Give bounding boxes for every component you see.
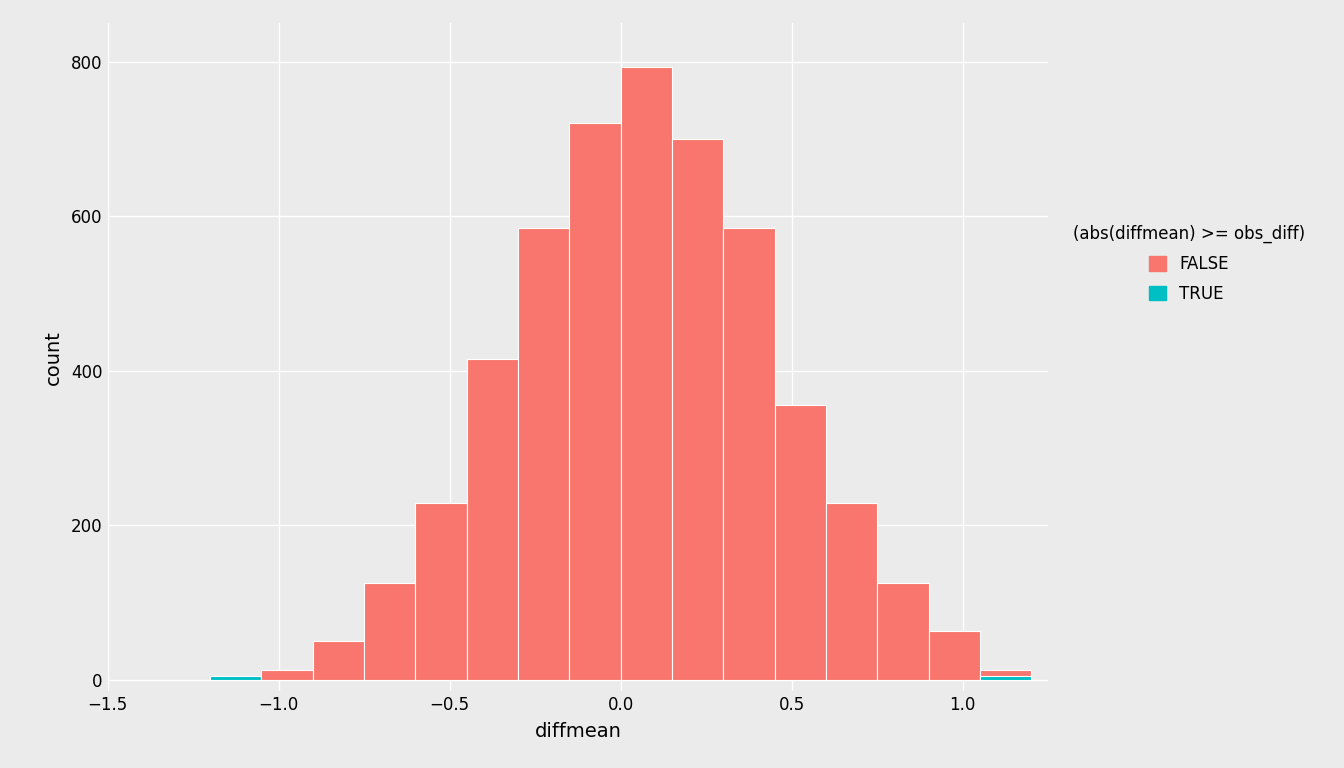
Bar — [313, 641, 364, 680]
Bar — [980, 670, 1031, 680]
Bar — [929, 631, 980, 680]
Bar — [517, 228, 570, 680]
Bar — [415, 504, 466, 680]
X-axis label: diffmean: diffmean — [535, 723, 621, 741]
Bar — [364, 583, 415, 680]
Bar — [723, 228, 774, 680]
Bar — [621, 67, 672, 680]
Bar — [570, 124, 621, 680]
Bar — [878, 583, 929, 680]
Bar — [980, 676, 1031, 680]
Legend: FALSE, TRUE: FALSE, TRUE — [1066, 218, 1312, 310]
Bar — [210, 676, 262, 680]
Bar — [210, 677, 262, 680]
Y-axis label: count: count — [44, 329, 63, 385]
Bar — [672, 139, 723, 680]
Bar — [827, 504, 878, 680]
Bar — [466, 359, 517, 680]
Bar — [262, 670, 313, 680]
Bar — [774, 406, 827, 680]
